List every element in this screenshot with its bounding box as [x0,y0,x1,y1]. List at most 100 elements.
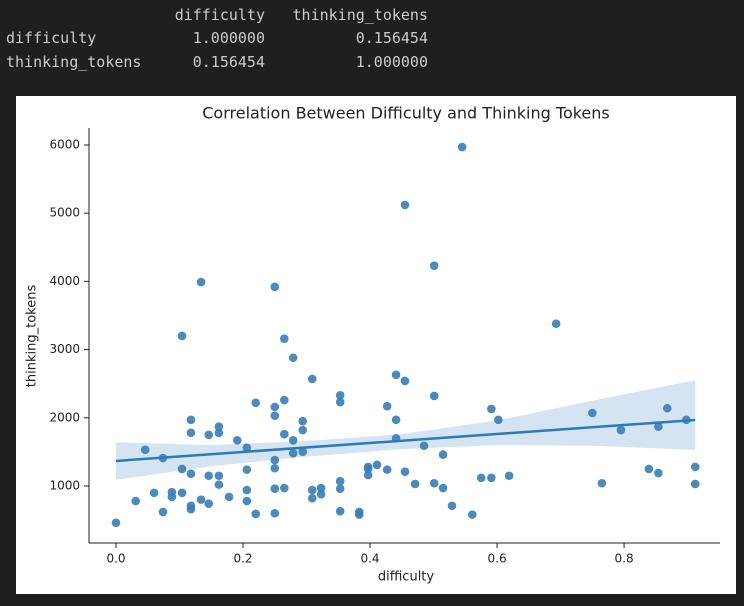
y-tick-label: 6000 [49,137,80,151]
scatter-point [214,471,224,481]
scatter-point [177,331,187,341]
scatter-point [242,465,252,474]
chart-title: Correlation Between Difficulty and Think… [202,104,610,123]
row-label: difficulty [6,29,97,47]
scatter-point [288,448,298,458]
scatter-point [204,471,214,481]
y-axis-label: thinking_tokens [25,285,40,388]
x-axis-label: difficulty [378,570,435,585]
column-header: difficulty [174,6,265,24]
y-tick-label: 1000 [49,478,80,492]
scatter-point [391,370,401,380]
table-cell: 1.000000 [192,29,265,47]
scatter-point [654,468,663,478]
scatter-point [186,469,196,479]
y-tick-label: 5000 [49,206,80,220]
scatter-point [588,408,597,418]
scatter-point [419,441,429,451]
scatter-point [335,506,345,516]
scatter-point [382,465,392,474]
y-tick-label: 4000 [49,274,80,288]
scatter-point [280,429,289,439]
column-header: thinking_tokens [292,6,428,24]
scatter-point [429,478,439,488]
scatter-point [654,422,663,431]
scatter-point [504,471,514,481]
scatter-point [158,507,168,517]
scatter-point [363,464,373,474]
scatter-point [335,390,345,400]
scatter-point [494,415,503,425]
scatter-point [280,395,289,405]
scatter-point [270,402,280,412]
scatter-point [616,425,626,435]
scatter-point [288,353,298,363]
scatter-point [476,473,486,483]
scatter-point [288,435,298,445]
scatter-point [316,489,326,499]
y-tick-label: 3000 [49,342,80,356]
scatter-point [298,425,308,435]
scatter-point [400,376,410,386]
scatter-point [242,496,252,506]
scatter-point [316,483,326,493]
scatter-point [438,483,448,493]
scatter-point [224,492,234,502]
scatter-point [251,398,261,408]
figure-background [16,96,736,594]
row-label: thinking_tokens [6,53,142,71]
scatter-point [400,467,410,476]
scatter-point [186,415,196,425]
scatter-point [438,450,448,459]
scatter-point [242,443,252,453]
table-cell: 1.000000 [355,53,428,71]
x-tick-label: 0.8 [615,552,634,566]
scatter-point [335,484,345,494]
table-cell: 0.156454 [355,29,428,47]
scatter-point [131,496,140,506]
scatter-point [140,445,150,455]
scatter-point [270,463,280,473]
table-cell: 0.156454 [192,53,265,71]
scatter-point [391,415,401,425]
scatter-point [662,403,672,413]
scatter-point [410,479,420,489]
scatter-point [429,391,439,401]
scatter-point [167,492,177,502]
scatter-point [280,334,289,343]
x-tick-label: 0.6 [488,552,507,566]
scatter-point [644,464,654,474]
scatter-point [382,401,392,411]
scatter-point [335,476,345,486]
scatter-point [242,485,252,495]
scatter-point [111,518,121,528]
scatter-point [372,460,382,470]
scatter-point [204,499,214,509]
scatter-point [487,473,496,483]
scatter-point [400,200,410,210]
scatter-point [233,435,242,445]
scatter-point [551,319,561,328]
scatter-point [251,509,261,519]
scatter-point [270,484,280,494]
confidence-band [115,380,696,480]
x-tick-label: 0.2 [233,552,252,566]
scatter-point [487,404,496,414]
scatter-point [204,430,214,440]
scatter-point [298,416,308,426]
scatter-point [429,261,439,270]
scatter-point [447,501,457,511]
scatter-point [214,480,224,489]
scatter-point [270,455,280,465]
scatter-point [467,510,477,519]
scatter-point [363,470,373,480]
x-tick-label: 0.4 [360,552,379,566]
scatter-point [335,397,345,407]
scatter-point [186,428,196,438]
scatter-point [270,411,280,421]
scatter-point [690,479,700,489]
scatter-point [214,422,224,431]
scatter-point [457,142,467,152]
